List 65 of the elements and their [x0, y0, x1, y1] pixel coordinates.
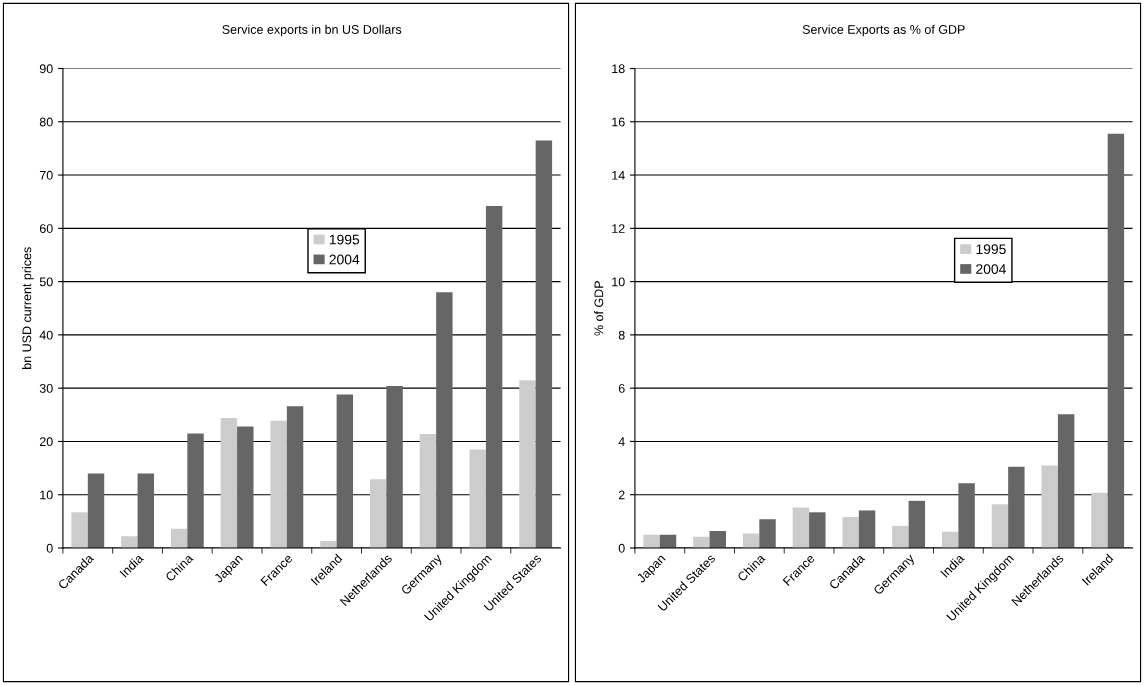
bar [386, 386, 403, 548]
y-tick-label: 10 [612, 277, 625, 287]
y-tick-label: 20 [39, 437, 53, 447]
bar [121, 536, 138, 548]
y-tick-label: 30 [39, 383, 53, 393]
legend-label: 2004 [976, 264, 1006, 274]
y-tick-label: 2 [618, 490, 625, 500]
bar [709, 530, 726, 548]
bar [369, 479, 387, 548]
bar [237, 426, 254, 548]
y-tick-label: 16 [612, 117, 625, 127]
chart-title: Service Exports as % of GDP [802, 24, 965, 37]
legend-label: 1995 [329, 234, 360, 245]
bar [535, 140, 553, 548]
bar [1041, 465, 1058, 548]
bar [519, 380, 536, 548]
bar [809, 512, 826, 548]
legend-label: 2004 [329, 254, 360, 265]
y-tick-label: 0 [618, 543, 625, 553]
y-tick-label: 4 [618, 437, 625, 446]
bar [270, 420, 287, 548]
bar [892, 525, 909, 548]
y-tick-label: 50 [39, 277, 53, 287]
bar [792, 507, 810, 548]
bar [87, 473, 105, 548]
y-axis-title: bn USD current prices [22, 247, 34, 369]
bar [286, 406, 304, 548]
bar [485, 205, 503, 548]
y-tick-label: 12 [612, 224, 625, 233]
bar [187, 433, 204, 548]
bar [1091, 492, 1108, 548]
y-tick-label: 18 [612, 64, 625, 74]
bar [643, 534, 660, 548]
bar [958, 483, 975, 548]
bar [908, 500, 926, 548]
y-tick-label: 0 [46, 543, 53, 553]
bar [759, 519, 776, 548]
bar [991, 504, 1009, 548]
bar [419, 433, 437, 548]
bar [469, 449, 486, 548]
y-tick-label: 8 [618, 330, 625, 340]
bar [137, 473, 154, 548]
y-axis-title: % of GDP [594, 281, 604, 336]
bar [941, 531, 959, 548]
y-tick-label: 90 [39, 64, 53, 74]
y-tick-label: 80 [39, 117, 53, 127]
bar [220, 418, 238, 548]
chart-title: Service exports in bn US Dollars [222, 24, 402, 37]
y-tick-label: 40 [39, 330, 53, 340]
bar [842, 517, 859, 548]
bar [436, 292, 453, 548]
bar [170, 528, 188, 548]
bar [1107, 133, 1125, 548]
legend-label: 1995 [976, 244, 1006, 255]
bar [693, 536, 710, 548]
bar [1057, 414, 1075, 548]
bar [336, 394, 354, 548]
bar [1008, 466, 1025, 548]
bar [858, 510, 876, 548]
y-tick-label: 14 [612, 170, 625, 180]
y-tick-label: 6 [618, 383, 625, 393]
y-tick-label: 60 [39, 224, 53, 233]
bar [71, 512, 88, 548]
y-tick-label: 10 [40, 490, 53, 500]
y-tick-label: 70 [39, 170, 53, 180]
